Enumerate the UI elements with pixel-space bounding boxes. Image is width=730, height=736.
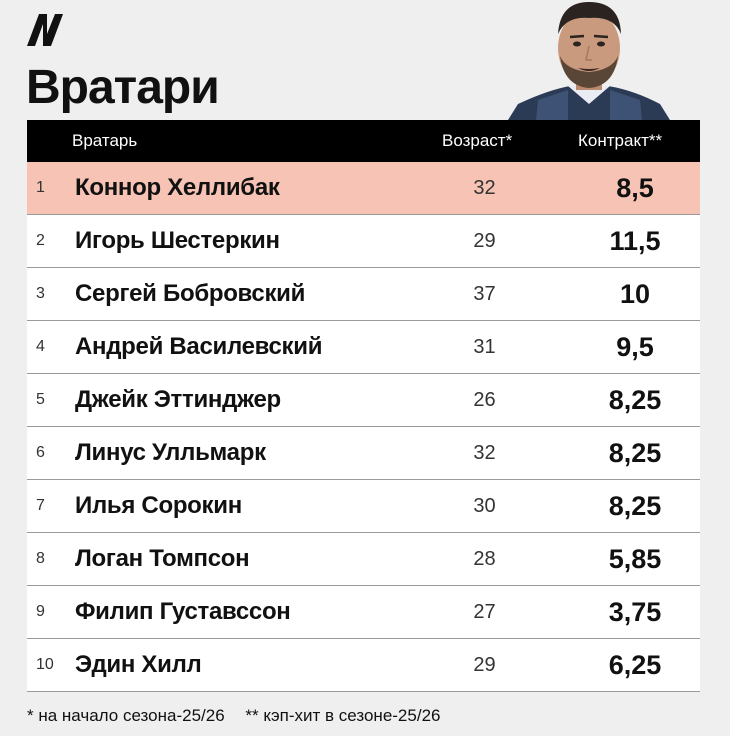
column-header-goalie: Вратарь — [72, 131, 138, 150]
rank-cell: 6 — [36, 444, 45, 461]
rank-cell: 1 — [36, 179, 45, 196]
goalie-name-cell: Логан Томпсон — [75, 545, 250, 572]
contract-cell: 5,85 — [608, 544, 662, 574]
column-header-contract: Контракт** — [578, 131, 663, 150]
table-row: 1 Коннор Хеллибак 32 8,5 — [27, 162, 700, 215]
contract-cell: 8,25 — [608, 385, 662, 415]
age-cell: 28 — [473, 548, 496, 570]
page-title: Вратари — [26, 61, 220, 114]
age-cell: 30 — [473, 495, 496, 517]
contract-cell: 10 — [619, 279, 651, 309]
goalie-name-cell: Илья Сорокин — [75, 492, 242, 519]
brand-logo — [27, 14, 63, 46]
table-row: 8 Логан Томпсон 28 5,85 — [27, 533, 700, 586]
contract-cell: 11,5 — [609, 226, 661, 256]
age-cell: 32 — [473, 177, 496, 199]
age-cell: 27 — [473, 601, 496, 623]
goalie-name-cell: Андрей Василевский — [75, 333, 323, 360]
goalie-name-cell: Линус Улльмарк — [75, 439, 266, 466]
age-cell: 32 — [473, 442, 496, 464]
table-row: 3 Сергей Бобровский 37 10 — [27, 268, 700, 321]
age-cell: 31 — [473, 336, 496, 358]
rank-cell: 4 — [36, 338, 45, 355]
goalie-name-cell: Эдин Хилл — [75, 651, 202, 678]
goalies-table: Вратарь Возраст* Контракт** 1 Коннор Хел… — [27, 120, 700, 692]
table-row: 9 Филип Густавссон 27 3,75 — [27, 586, 700, 639]
table-row: 4 Андрей Василевский 31 9,5 — [27, 321, 700, 374]
table-row: 10 Эдин Хилл 29 6,25 — [27, 639, 700, 692]
goalie-portrait — [508, 2, 670, 120]
rank-cell: 3 — [36, 285, 45, 302]
contract-cell: 8,25 — [608, 491, 662, 521]
rank-cell: 9 — [36, 603, 45, 620]
contract-cell: 8,5 — [616, 173, 654, 203]
table-row: 5 Джейк Эттинджер 26 8,25 — [27, 374, 700, 427]
goalie-name-cell: Джейк Эттинджер — [75, 386, 281, 413]
contract-cell: 6,25 — [608, 650, 662, 680]
column-header-age: Возраст* — [442, 131, 513, 150]
age-cell: 29 — [473, 654, 496, 676]
contract-cell: 3,75 — [608, 597, 662, 627]
age-cell: 29 — [473, 230, 496, 252]
table-row: 2 Игорь Шестеркин 29 11,5 — [27, 215, 700, 268]
rank-cell: 5 — [36, 391, 45, 408]
contract-cell: 9,5 — [616, 332, 654, 362]
contract-cell: 8,25 — [608, 438, 662, 468]
age-cell: 26 — [473, 389, 496, 411]
table-row: 7 Илья Сорокин 30 8,25 — [27, 480, 700, 533]
goalie-name-cell: Коннор Хеллибак — [75, 174, 280, 201]
table-row: 6 Линус Улльмарк 32 8,25 — [27, 427, 700, 480]
table-header: Вратарь Возраст* Контракт** — [27, 120, 700, 162]
goalie-name-cell: Игорь Шестеркин — [75, 227, 280, 254]
contract-footnote: ** кэп-хит в сезоне-25/26 — [245, 706, 441, 725]
rank-cell: 8 — [36, 550, 45, 567]
age-cell: 37 — [473, 283, 496, 305]
rank-cell: 10 — [36, 656, 54, 673]
goalie-name-cell: Сергей Бобровский — [75, 280, 306, 307]
footnotes: * на начало сезона-25/26 ** кэп-хит в се… — [27, 705, 440, 727]
rank-cell: 2 — [36, 232, 45, 249]
goalie-name-cell: Филип Густавссон — [75, 598, 291, 625]
age-footnote: * на начало сезона-25/26 — [27, 706, 225, 725]
rank-cell: 7 — [36, 497, 45, 514]
